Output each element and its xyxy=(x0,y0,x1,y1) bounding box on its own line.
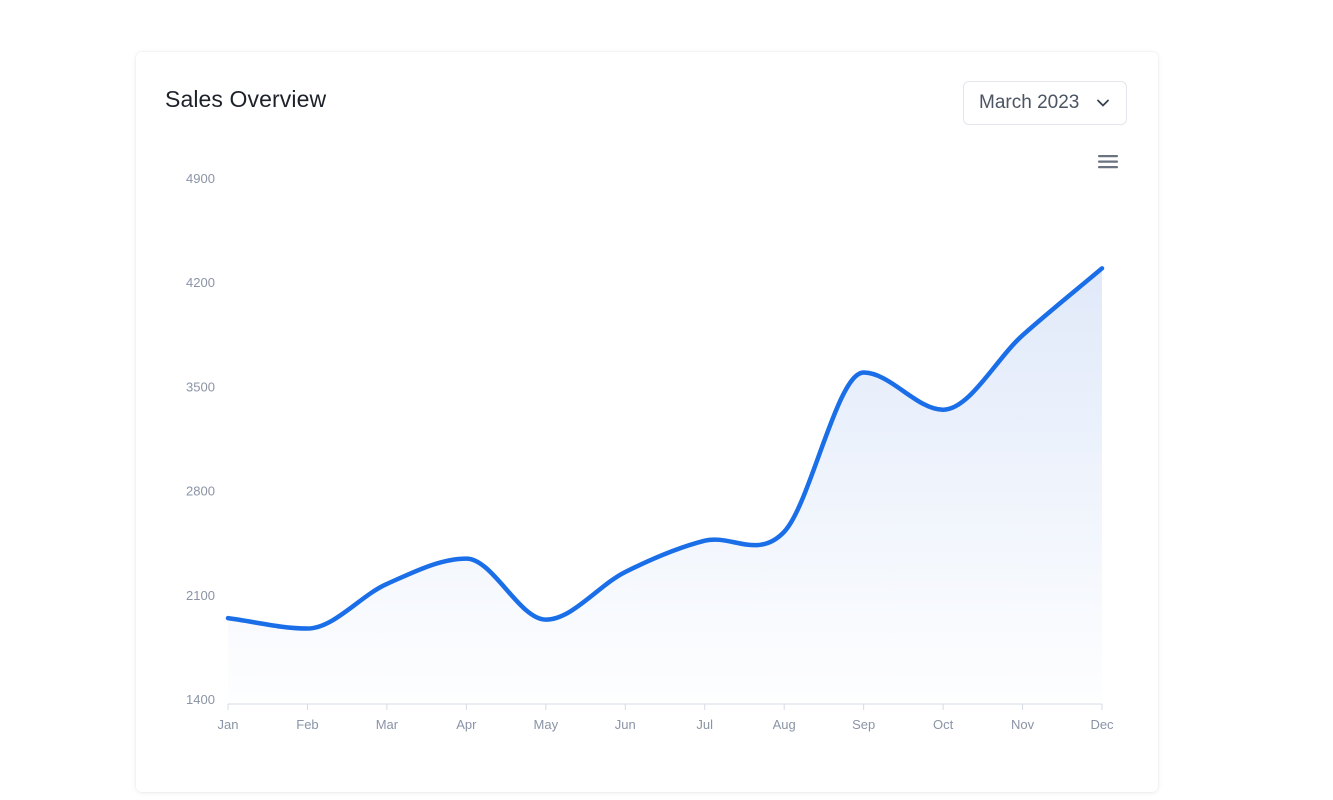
x-tick-label: Sep xyxy=(852,717,875,732)
data-point xyxy=(304,626,310,632)
x-tick-label: Oct xyxy=(933,717,954,732)
data-point xyxy=(384,581,390,587)
x-tick-label: May xyxy=(534,717,559,732)
data-point xyxy=(622,569,628,575)
data-point xyxy=(1020,332,1026,338)
card-title: Sales Overview xyxy=(165,86,327,112)
x-tick-label: Jun xyxy=(615,717,636,732)
data-point xyxy=(781,529,787,535)
sales-overview-card: Sales Overview March 2023 Jan Feb Mar Apr Ma… xyxy=(136,52,1158,792)
x-tick-label: Nov xyxy=(1011,717,1035,732)
y-tick-label: 1400 xyxy=(186,692,215,707)
data-point xyxy=(702,538,708,544)
sales-area-chart: Jan Feb Mar Apr May Jun Jul Aug Sep Oct Nov Dec 1400… xyxy=(186,171,1114,732)
data-point xyxy=(861,370,867,376)
data-point xyxy=(940,407,946,413)
data-point xyxy=(1099,265,1105,271)
period-dropdown[interactable]: March 2023 xyxy=(963,81,1127,125)
series-line xyxy=(225,266,1105,631)
x-tick-label: Feb xyxy=(296,717,318,732)
x-tick-label: Mar xyxy=(376,717,399,732)
x-tick-label: Apr xyxy=(456,717,477,732)
chevron-down-icon xyxy=(1097,99,1109,107)
y-tick-label: 4900 xyxy=(186,171,215,186)
area-fill xyxy=(228,268,1102,700)
data-point xyxy=(463,556,469,562)
hamburger-menu-icon[interactable] xyxy=(1098,153,1118,171)
y-tick-label: 2100 xyxy=(186,588,215,603)
y-tick-label: 4200 xyxy=(186,275,215,290)
data-point xyxy=(225,615,231,621)
y-tick-label: 3500 xyxy=(186,379,215,394)
x-tick-label: Jan xyxy=(218,717,239,732)
data-point xyxy=(543,617,549,623)
x-tick-label: Jul xyxy=(696,717,713,732)
x-tick-label: Dec xyxy=(1090,717,1114,732)
y-tick-label: 2800 xyxy=(186,484,215,499)
x-tick-label: Aug xyxy=(773,717,796,732)
period-dropdown-value: March 2023 xyxy=(979,92,1080,113)
